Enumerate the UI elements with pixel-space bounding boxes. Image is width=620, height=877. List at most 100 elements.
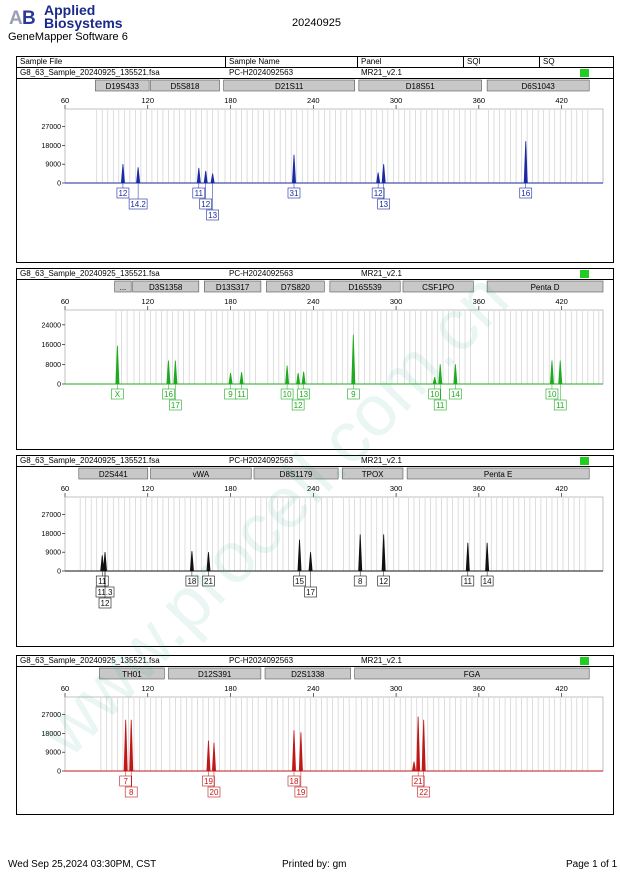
y-tick-label: 24000 (42, 322, 62, 329)
allele-call-label: 11 (464, 577, 473, 586)
y-tick-label: 9000 (45, 750, 61, 757)
allele-call-box (293, 575, 306, 587)
locus-label: D12S391 (198, 670, 232, 679)
allele-call-label: 11 (556, 401, 565, 410)
allele-call-label: 16 (521, 189, 530, 198)
locus-bar (329, 280, 401, 293)
sample-name: PC-H2024092563 (229, 656, 294, 665)
x-tick-label: 420 (555, 96, 568, 105)
allele-call-label: 10 (548, 390, 557, 399)
locus-label: Penta E (484, 470, 512, 479)
allele-call-box (449, 388, 462, 400)
applied-biosystems-logo-icon: A B (8, 5, 40, 29)
y-tick-label: 0 (57, 569, 61, 576)
allele-call-box (417, 786, 430, 798)
panel-title-bar: G8_63_Sample_20240925_135521.fsa PC-H202… (17, 269, 613, 280)
y-tick-label: 8000 (45, 362, 61, 369)
y-tick-label: 0 (57, 181, 61, 188)
allele-call-box (377, 575, 390, 587)
locus-label: TH01 (122, 670, 142, 679)
allele-call-label: 21 (204, 577, 213, 586)
x-tick-label: 120 (142, 484, 155, 493)
allele-call-label: 22 (419, 788, 428, 797)
allele-call-box (304, 586, 317, 598)
electropherogram-panel-2: G8_63_Sample_20240925_135521.fsa PC-H202… (16, 268, 614, 450)
y-tick-label: 18000 (42, 531, 62, 538)
x-tick-label: 180 (224, 484, 237, 493)
sample-file: G8_63_Sample_20240925_135521.fsa (20, 269, 160, 278)
allele-call-label: X (115, 390, 121, 399)
x-tick-label: 360 (473, 484, 486, 493)
allele-call-label: 12 (201, 200, 210, 209)
allele-call-label: 8 (129, 788, 134, 797)
allele-call-box (377, 198, 390, 210)
allele-call-label: 10 (283, 390, 292, 399)
panel-title-bar: G8_63_Sample_20240925_135521.fsa PC-H202… (17, 656, 613, 667)
x-tick-label: 300 (390, 297, 403, 306)
quality-flag-icon (580, 69, 589, 77)
sample-file: G8_63_Sample_20240925_135521.fsa (20, 656, 160, 665)
locus-label: D3S1358 (149, 283, 183, 292)
y-tick-label: 27000 (42, 712, 62, 719)
y-tick-label: 0 (57, 769, 61, 776)
sample-file: G8_63_Sample_20240925_135521.fsa (20, 456, 160, 465)
allele-call-box (95, 575, 109, 587)
allele-call-box (347, 388, 360, 400)
locus-bar (341, 467, 404, 480)
allele-call-box (199, 198, 213, 210)
locus-bar (354, 667, 590, 680)
allele-call-box (111, 388, 124, 400)
allele-call-box (202, 775, 215, 787)
allele-call-label: 11.3 (98, 588, 114, 597)
allele-call-box (128, 198, 148, 210)
logo-text-biosystems: Biosystems (44, 15, 123, 31)
sample-name: PC-H2024092563 (229, 269, 294, 278)
allele-call-box (480, 575, 494, 587)
allele-call-label: 12 (379, 577, 388, 586)
locus-bar (358, 79, 482, 92)
allele-call-label: 15 (295, 577, 304, 586)
svg-text:B: B (22, 8, 36, 29)
x-tick-label: 360 (473, 96, 486, 105)
allele-call-label: 11 (98, 577, 107, 586)
locus-label: D7S820 (281, 283, 310, 292)
electropherogram-panel-3: G8_63_Sample_20240925_135521.fsa PC-H202… (16, 455, 614, 647)
x-tick-label: 240 (307, 96, 320, 105)
allele-call-label: 31 (290, 189, 299, 198)
peak (411, 761, 417, 772)
allele-call-box (287, 187, 301, 199)
locus-bar (266, 280, 325, 293)
footer-printed-by: Printed by: gm (282, 859, 347, 870)
y-tick-label: 27000 (42, 512, 62, 519)
allele-call-label: 20 (210, 788, 219, 797)
locus-bar (402, 280, 474, 293)
panel-title-bar: G8_63_Sample_20240925_135521.fsa PC-H202… (17, 68, 613, 79)
allele-call-box (291, 399, 305, 411)
x-tick-label: 60 (61, 297, 69, 306)
allele-call-box (428, 388, 442, 400)
x-tick-label: 180 (224, 684, 237, 693)
locus-label: TPOX (362, 470, 384, 479)
allele-call-box (235, 388, 248, 400)
x-tick-label: 300 (390, 484, 403, 493)
col-sqi: SQI (467, 57, 481, 66)
plot-area (64, 496, 604, 572)
x-tick-label: 300 (390, 96, 403, 105)
plot-area (64, 696, 604, 772)
allele-call-label: 12 (374, 189, 383, 198)
locus-bar (223, 79, 355, 92)
electropherogram-panel-1: G8_63_Sample_20240925_135521.fsa PC-H202… (16, 67, 614, 263)
allele-call-box (353, 575, 367, 587)
allele-call-label: 13 (299, 390, 308, 399)
locus-label: CSF1PO (422, 283, 454, 292)
software-name: GeneMapper Software 6 (8, 31, 128, 43)
locus-label: D2S1338 (291, 670, 325, 679)
plot-area (64, 108, 604, 184)
x-tick-label: 60 (61, 484, 69, 493)
y-tick-label: 9000 (45, 162, 61, 169)
allele-call-label: 14 (451, 390, 460, 399)
electropherogram-panel-4: G8_63_Sample_20240925_135521.fsa PC-H202… (16, 655, 614, 815)
svg-text:A: A (9, 8, 23, 29)
locus-bar (78, 467, 149, 480)
